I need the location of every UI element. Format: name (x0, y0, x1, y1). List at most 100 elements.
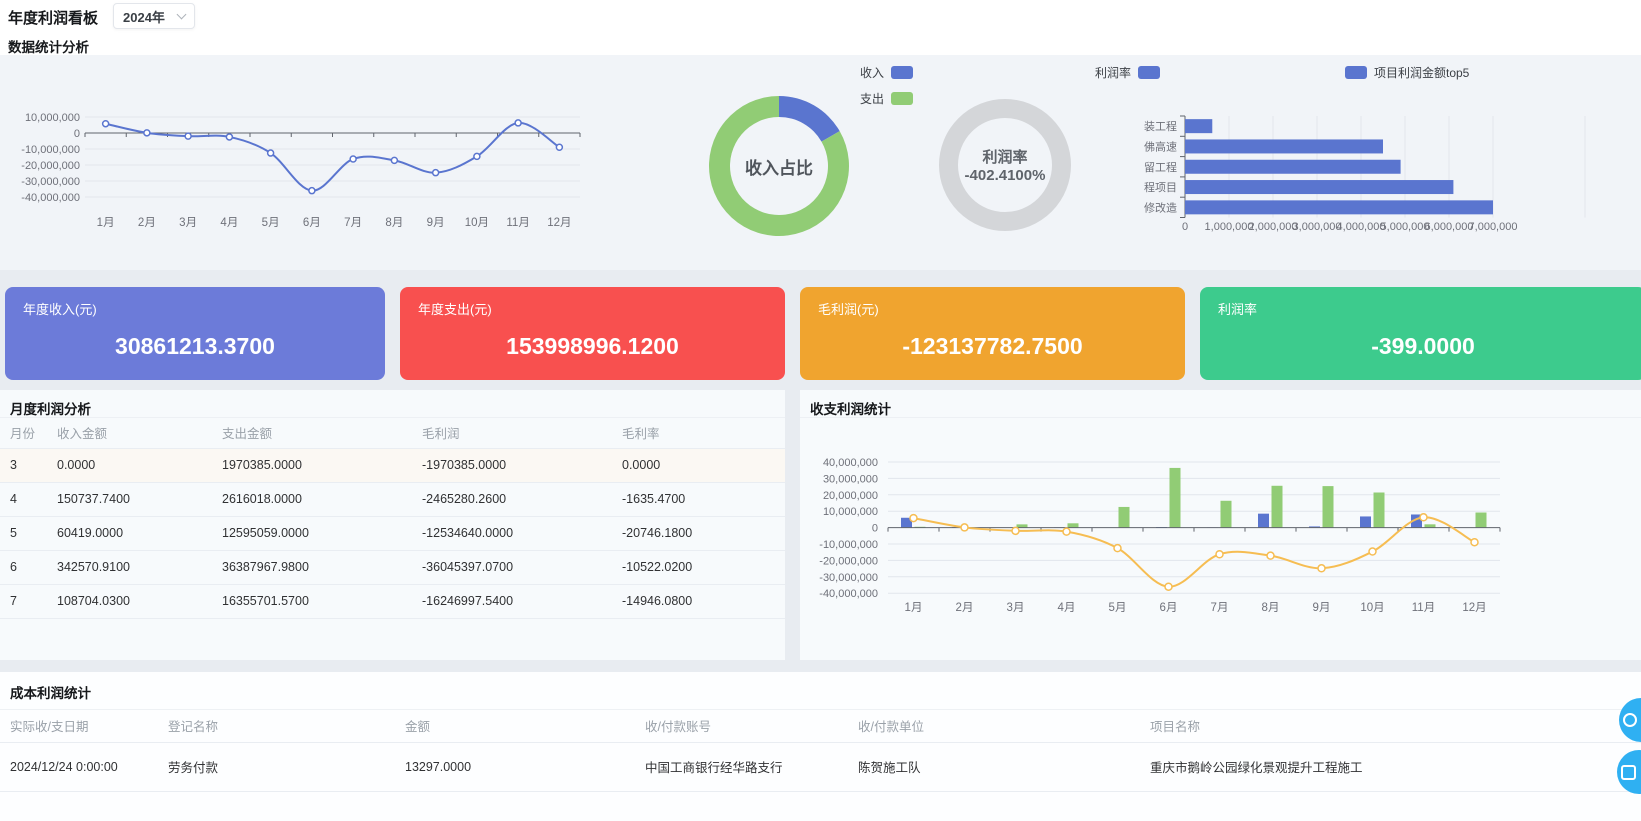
legend-swatch (1345, 66, 1367, 79)
income-expense-legend: 收入 支出 (860, 64, 914, 107)
card-label: 年度收入(元) (23, 302, 97, 317)
svg-text:1月: 1月 (905, 602, 923, 614)
svg-text:4月: 4月 (220, 217, 238, 229)
table-row: 7 108704.0300 16355701.5700 -16246997.5400-… (0, 584, 785, 619)
legend-label: 项目利润金额top5 (1374, 66, 1470, 80)
legend-label: 支出 (860, 92, 885, 106)
svg-text:11月: 11月 (1412, 602, 1435, 614)
svg-text:2,000,000: 2,000,000 (1249, 221, 1298, 233)
panel-title: 成本利润统计 (10, 686, 91, 701)
table-row: 6 342570.9100 36387967.9800 -36045397.0700-… (0, 550, 785, 585)
table-cell: -12534640.0000 (412, 516, 612, 551)
svg-text:-10,000,000: -10,000,000 (21, 144, 80, 156)
panel-title: 收支利润统计 (810, 402, 891, 417)
table-cell: 36387967.9800 (212, 550, 412, 585)
table-cell: 6 (0, 550, 47, 585)
svg-text:5月: 5月 (1109, 602, 1127, 614)
table-cell: -14946.0800 (612, 584, 785, 619)
svg-text:7,000,000: 7,000,000 (1469, 221, 1518, 233)
table-cell: -2465280.2600 (412, 482, 612, 517)
stat-card-annual-income: 年度收入(元) 30861213.3700 (5, 287, 385, 380)
income-expense-profit-chart[interactable]: 40,000,000 30,000,000 20,000,000 10,000,000… (800, 440, 1641, 640)
svg-text:11月: 11月 (506, 217, 529, 229)
table-header: 实际收/支日期 登记名称 金额 收/付款账号 收/付款单位 项目名称 (0, 710, 1641, 743)
svg-text:6月: 6月 (1160, 602, 1178, 614)
page-title: 年度利润看板 (8, 10, 99, 27)
svg-text:-10,000,000: -10,000,000 (819, 539, 878, 551)
svg-text:修改造: 修改造 (1144, 200, 1177, 214)
svg-text:7月: 7月 (1211, 602, 1229, 614)
svg-text:装工程: 装工程 (1144, 120, 1177, 133)
svg-text:佛高速: 佛高速 (1144, 139, 1177, 153)
svg-text:留工程: 留工程 (1144, 161, 1177, 174)
project-top5-legend[interactable]: 项目利润金额top5 (1345, 64, 1469, 81)
year-select-value: 2024年 (123, 9, 165, 25)
table-cell: -16246997.5400 (412, 584, 612, 619)
legend-swatch (891, 66, 914, 79)
svg-text:3月: 3月 (1007, 602, 1025, 614)
svg-text:10,000,000: 10,000,000 (25, 112, 80, 124)
profit-rate-legend[interactable]: 利润率 (1095, 64, 1161, 81)
svg-text:40,000,000: 40,000,000 (823, 457, 878, 469)
svg-text:8月: 8月 (1262, 602, 1280, 614)
svg-text:3月: 3月 (179, 217, 197, 229)
table-cell: -1970385.0000 (412, 448, 612, 483)
svg-text:-40,000,000: -40,000,000 (819, 588, 878, 600)
svg-text:20,000,000: 20,000,000 (823, 490, 878, 502)
service-icon (1623, 713, 1637, 727)
monthly-profit-panel: 月度利润分析 月份 收入金额 支出金额 毛利润 毛利率 3 0.0000 1970385.0… (0, 390, 785, 660)
column-header: 毛利率 (612, 418, 785, 449)
column-header: 金额 (395, 710, 635, 743)
table-cell: 0.0000 (47, 448, 212, 483)
robot-icon (1620, 764, 1636, 780)
card-value: 30861213.3700 (115, 333, 275, 359)
profit-rate-donut-chart[interactable] (935, 95, 1075, 235)
table-cell: 16355701.5700 (212, 584, 412, 619)
legend-label: 收入 (860, 66, 885, 80)
stat-card-annual-expense: 年度支出(元) 153998996.1200 (400, 287, 785, 380)
column-header: 收入金额 (47, 418, 212, 449)
income-ratio-donut-chart[interactable] (706, 93, 852, 239)
svg-text:0: 0 (1182, 221, 1188, 233)
svg-text:6,000,000: 6,000,000 (1425, 221, 1474, 233)
floating-service-button[interactable] (1619, 698, 1641, 742)
table-cell: 13297.0000 (395, 742, 635, 792)
table-row: 5 60419.0000 12595059.0000 -12534640.0000 -2… (0, 516, 785, 551)
legend-swatch (891, 92, 914, 105)
card-label: 毛利润(元) (818, 302, 879, 317)
svg-text:1月: 1月 (97, 217, 115, 229)
legend-label: 利润率 (1095, 66, 1132, 80)
svg-text:2月: 2月 (138, 217, 156, 229)
legend-item-income[interactable]: 收入 (860, 64, 914, 81)
card-label: 利润率 (1218, 302, 1258, 317)
table-cell: 中国工商银行经华路支行 (635, 742, 848, 792)
svg-text:9月: 9月 (1313, 602, 1331, 614)
table-cell: 150737.7400 (47, 482, 212, 517)
cost-profit-table: 实际收/支日期 登记名称 金额 收/付款账号 收/付款单位 项目名称 2024/12/24… (0, 710, 1641, 792)
svg-text:7月: 7月 (344, 217, 362, 229)
table-header: 月份 收入金额 支出金额 毛利润 毛利率 (0, 418, 785, 449)
monthly-profit-line-chart[interactable]: 10,000,000 0 -10,000,000 -20,000,000 -30,000… (0, 100, 620, 235)
column-header: 收/付款单位 (848, 710, 1140, 743)
chevron-down-icon (176, 9, 187, 20)
svg-text:8月: 8月 (385, 217, 403, 229)
year-select[interactable]: 2024年 (113, 3, 195, 29)
project-profit-top5-bar-chart[interactable]: 0 1,000,0002,000,0003,000,0004,000,0005,0… (1130, 108, 1641, 240)
legend-item-expense[interactable]: 支出 (860, 90, 914, 107)
svg-text:30,000,000: 30,000,000 (823, 473, 878, 485)
svg-text:-20,000,000: -20,000,000 (819, 555, 878, 567)
svg-text:0: 0 (74, 128, 80, 140)
svg-text:10月: 10月 (1360, 602, 1384, 614)
table-cell: 4 (0, 482, 47, 517)
column-header: 登记名称 (158, 710, 395, 743)
stat-card-gross-profit: 毛利润(元) -123137782.7500 (800, 287, 1185, 380)
panel-title: 月度利润分析 (10, 402, 91, 417)
stats-section: 10,000,000 0 -10,000,000 -20,000,000 -30,000… (0, 55, 1641, 270)
table-cell: 劳务付款 (158, 742, 395, 792)
svg-text:0: 0 (872, 523, 878, 535)
svg-text:3,000,000: 3,000,000 (1293, 221, 1342, 233)
svg-text:10,000,000: 10,000,000 (823, 506, 878, 518)
column-header: 支出金额 (212, 418, 412, 449)
svg-text:5,000,000: 5,000,000 (1381, 221, 1430, 233)
